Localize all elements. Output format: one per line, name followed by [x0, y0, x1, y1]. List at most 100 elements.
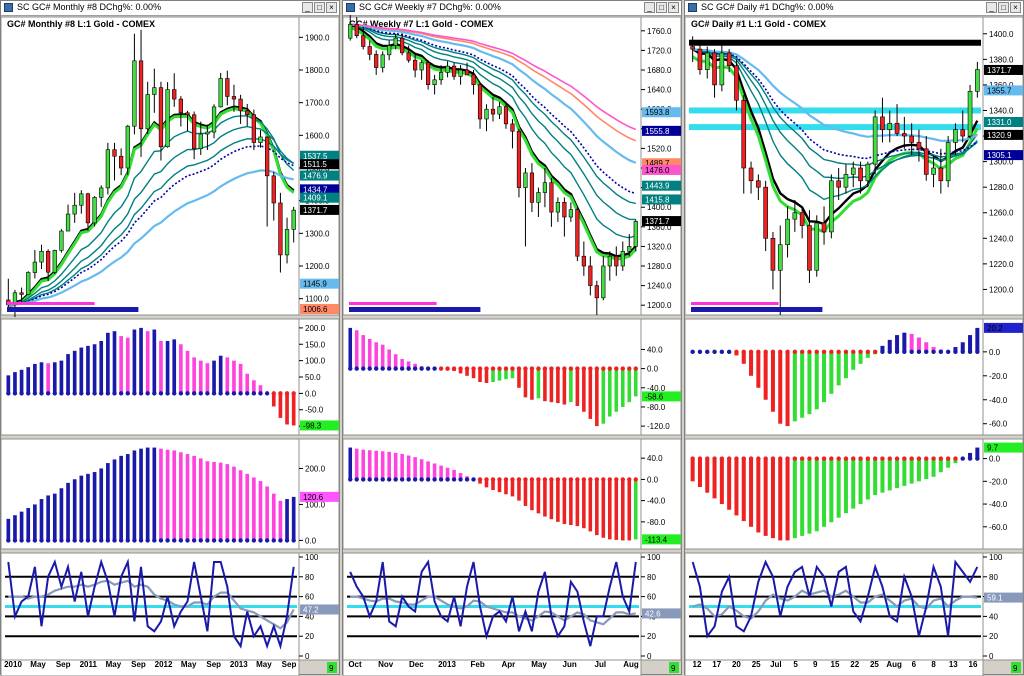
o1-value-label: 20.2 [987, 324, 1003, 333]
stochastic-slow-line [350, 595, 636, 626]
minimize-button[interactable]: _ [302, 2, 313, 13]
daily-chart-window[interactable]: SC GC# Daily #1 DChg%: 0.00% _ □ × GC# Dai… [684, 0, 1024, 676]
o2-histogram-bar [575, 479, 580, 527]
monthly-chart-window[interactable]: SC GC# Monthly #8 DChg%: 0.00% _ □ × GC# M… [0, 0, 341, 676]
o1-histogram-bar [192, 357, 196, 394]
o2-zero-dot [497, 477, 502, 482]
candle-body [756, 180, 761, 188]
maximize-button[interactable]: □ [314, 2, 325, 13]
o1-zero-dot [165, 391, 170, 396]
daily-chart-canvas[interactable]: GC# Daily #1 L:1 Gold - COMEX1400.01380.… [685, 15, 1024, 676]
candle-body [601, 265, 606, 299]
o2-histogram-bar [800, 458, 805, 536]
o2-histogram-bar [530, 479, 534, 511]
o1-histogram-bar [225, 357, 230, 394]
o2-histogram-bar [439, 465, 443, 480]
o2-histogram-bar [851, 458, 856, 509]
candle-body [172, 89, 177, 100]
o1-histogram-bar [536, 368, 541, 399]
o1-zero-dot [719, 349, 725, 355]
o1-histogram-bar [348, 327, 353, 369]
monthly-titlebar[interactable]: SC GC# Monthly #8 DChg%: 0.00% _ □ × [1, 1, 339, 16]
o1-histogram-bar [807, 351, 812, 415]
o3-value-badge [300, 604, 339, 615]
o1-histogram-bar [741, 351, 746, 364]
o1-zero-dot [386, 366, 392, 371]
o2-histogram-bar [807, 458, 812, 534]
o1-zero-dot [238, 391, 243, 396]
close-button[interactable]: × [1010, 2, 1021, 13]
o1-histogram-bar [556, 368, 560, 404]
candle-body [542, 182, 547, 193]
price-tick-label: 1640.0 [647, 86, 672, 95]
o1-histogram-bar [172, 339, 177, 394]
daily-window-title: SC GC# Daily #1 DChg%: 0.00% [701, 2, 834, 12]
weekly-chart-canvas[interactable]: GC# Weekly #7 L:1 Gold - COMEX 1760.0 1720… [343, 15, 683, 676]
o1-zero-dot [85, 391, 91, 396]
o1-histogram-bar [400, 359, 404, 369]
price-tick-label: 1240.0 [647, 282, 672, 291]
o2-histogram-bar [497, 479, 502, 493]
candle-body [792, 212, 798, 220]
weekly-chart-window[interactable]: SC GC# Weekly #7 DChg%: 0.00% _ □ × GC# We… [342, 0, 683, 676]
maximize-button[interactable]: □ [656, 2, 667, 13]
stochastic-fast-line [349, 559, 637, 647]
o1-histogram-bar [829, 351, 834, 394]
price-value-badge [642, 125, 681, 136]
o1-histogram-bar [238, 363, 243, 394]
price-tick-label: 1200.0 [647, 301, 672, 310]
o2-histogram-bar [419, 459, 424, 480]
o2-zero-dot [99, 538, 104, 543]
o2-histogram-bar [556, 479, 560, 522]
o2-zero-dot [374, 477, 379, 482]
date-axis-label: 16 [969, 660, 978, 669]
o1-zero-dot [393, 366, 398, 371]
candle-body [271, 175, 276, 204]
candle-body [464, 69, 470, 76]
o2-histogram-bar [185, 454, 190, 541]
o1-histogram-bar [902, 332, 907, 352]
o1-histogram-bar [800, 351, 805, 418]
o1-zero-dot [399, 366, 405, 371]
moving-average-line-dotted [692, 48, 978, 160]
candle-body [858, 167, 863, 182]
o1-histogram-bar [484, 368, 489, 383]
moving-average-line-black [692, 48, 979, 226]
o2-zero-dot [575, 477, 580, 482]
o2-zero-dot [79, 538, 84, 543]
candle-body [967, 91, 973, 137]
monthly-window-title: SC GC# Monthly #8 DChg%: 0.00% [17, 2, 162, 12]
close-button[interactable]: × [668, 2, 679, 13]
maximize-button[interactable]: □ [998, 2, 1009, 13]
weekly-titlebar[interactable]: SC GC# Weekly #7 DChg%: 0.00% _ □ × [343, 1, 681, 16]
o2-zero-dot [32, 538, 38, 543]
price-tick-label: 1380.0 [989, 55, 1014, 64]
candle-body [284, 229, 290, 256]
o2-histogram-bar [588, 479, 593, 532]
candle-body [620, 251, 625, 267]
o1-histogram-bar [218, 355, 223, 394]
candle-body [880, 116, 885, 130]
o1-histogram-bar [19, 369, 24, 394]
o1-histogram-bar [361, 335, 366, 369]
close-button[interactable]: × [326, 2, 337, 13]
candle-body [291, 209, 296, 230]
o3-axis-bg [640, 552, 682, 661]
o2-histogram-bar [895, 458, 900, 489]
price-value-badge [300, 184, 339, 195]
daily-titlebar[interactable]: SC GC# Daily #1 DChg%: 0.00% _ □ × [685, 1, 1023, 16]
o2-zero-dot [258, 538, 263, 543]
minimize-button[interactable]: _ [986, 2, 997, 13]
o2-histogram-bar [770, 458, 775, 539]
date-axis-label: 6 [912, 660, 917, 669]
o1-zero-dot [607, 366, 612, 371]
candle-body [439, 72, 444, 81]
o1-tick-label: 200.0 [305, 324, 326, 333]
minimize-button[interactable]: _ [644, 2, 655, 13]
o2-zero-dot [425, 477, 431, 482]
candle-body [278, 202, 283, 256]
o3-tick-label: 60 [305, 593, 314, 602]
o2-zero-dot [231, 538, 237, 543]
monthly-chart-canvas[interactable]: GC# Monthly #8 L:1 Gold - COMEX 1900.0 180… [1, 15, 341, 676]
o1-zero-dot [960, 349, 965, 355]
